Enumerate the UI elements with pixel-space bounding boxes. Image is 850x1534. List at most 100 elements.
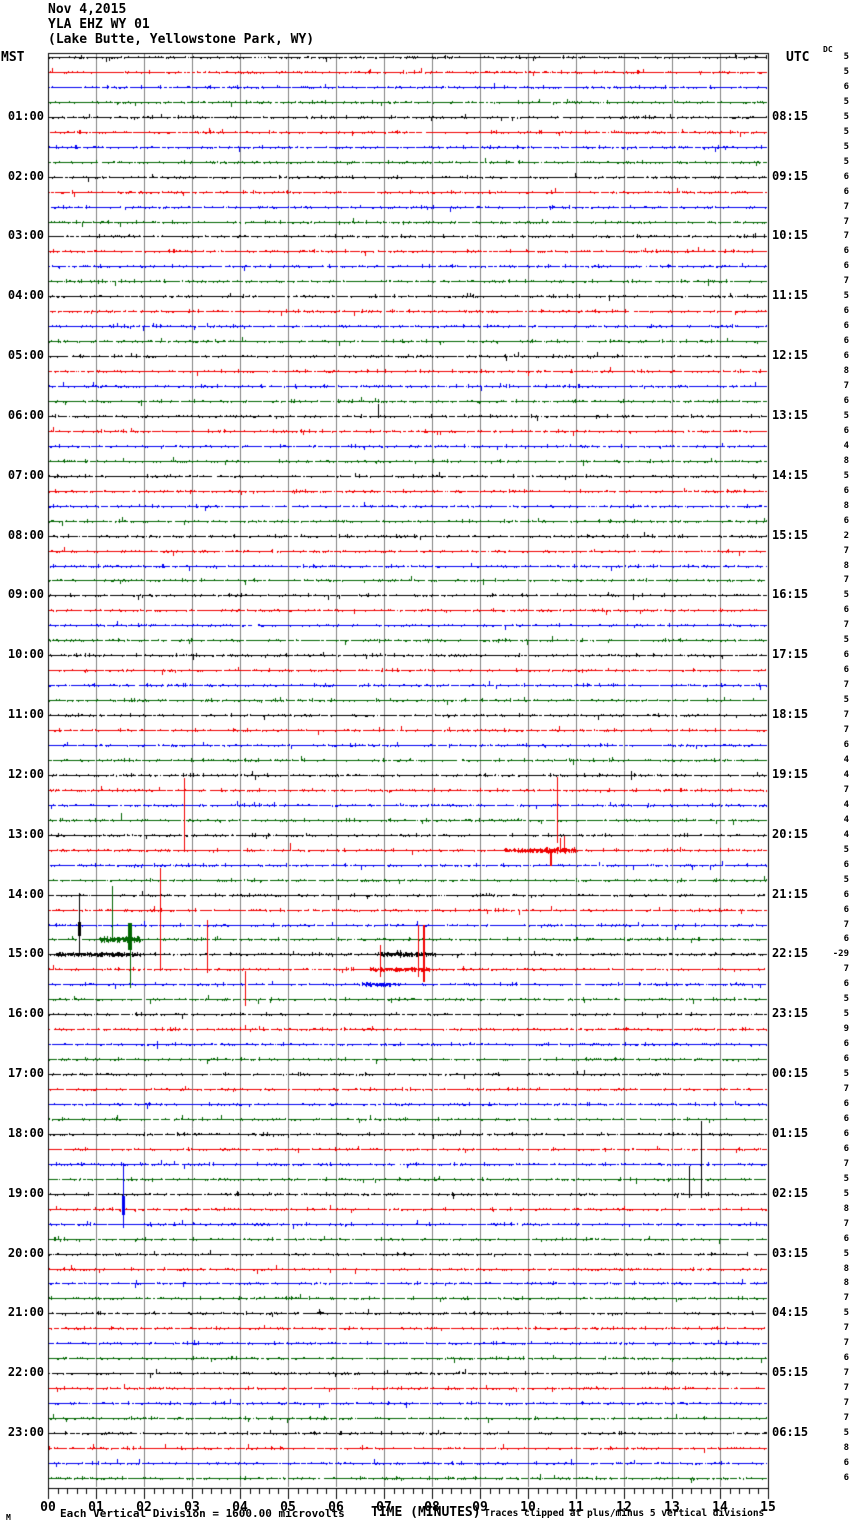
dc-offset-value: 6	[843, 1114, 849, 1124]
dc-offset-value: 6	[843, 336, 849, 346]
dc-offset-value: 4	[843, 755, 849, 765]
dc-offset-value: 6	[843, 351, 849, 361]
right-time-label: 15:15	[772, 528, 809, 542]
left-time-label: 04:00	[7, 288, 44, 302]
dc-offset-value: 4	[843, 800, 849, 810]
dc-offset-value: 7	[843, 785, 849, 795]
left-time-label: 13:00	[7, 827, 44, 841]
dc-offset-value: 5	[843, 1308, 849, 1318]
dc-offset-value: 8	[843, 561, 849, 571]
dc-offset-value: 6	[843, 261, 849, 271]
dc-offset-value: 4	[843, 815, 849, 825]
dc-offset-value: 8	[843, 456, 849, 466]
clipping-note: Traces clipped at plus/minus 5 vertical …	[484, 1508, 765, 1519]
dc-offset-value: 6	[843, 905, 849, 915]
dc-offset-value: 5	[843, 142, 849, 152]
dc-offset-value: 2	[843, 531, 849, 541]
dc-column-header: DC	[823, 45, 833, 54]
dc-offset-value: 8	[843, 1443, 849, 1453]
dc-offset-value: 6	[843, 740, 849, 750]
left-time-label: 19:00	[7, 1186, 44, 1200]
dc-offset-value: 7	[843, 1338, 849, 1348]
x-tick-label: 00	[40, 1500, 56, 1515]
dc-offset-value: 5	[843, 1249, 849, 1259]
x-tick-label: 06	[328, 1500, 344, 1515]
right-time-label: 20:15	[772, 827, 809, 841]
right-time-label: 00:15	[772, 1066, 809, 1080]
left-time-label: 23:00	[7, 1425, 44, 1439]
right-time-label: 12:15	[772, 348, 809, 362]
dc-offset-value: 5	[843, 1009, 849, 1019]
left-time-label: 22:00	[7, 1365, 44, 1379]
dc-offset-value: 8	[843, 1264, 849, 1274]
right-axis-title: UTC	[786, 50, 810, 65]
right-time-label: 18:15	[772, 707, 809, 721]
left-time-label: 10:00	[7, 647, 44, 661]
right-time-label: 19:15	[772, 767, 809, 781]
x-tick-label: 10	[520, 1500, 536, 1515]
dc-offset-value: 6	[843, 650, 849, 660]
dc-offset-value: 6	[843, 396, 849, 406]
dc-offset-value: 7	[843, 217, 849, 227]
left-time-label: 05:00	[7, 348, 44, 362]
dc-offset-value: 7	[843, 1368, 849, 1378]
dc-offset-value: 6	[843, 172, 849, 182]
left-time-label: 15:00	[7, 946, 44, 960]
left-time-label: 02:00	[7, 169, 44, 183]
scale-note: Each Vertical Division = 1600.00 microvo…	[60, 1507, 345, 1520]
dc-offset-value: 5	[843, 994, 849, 1004]
dc-offset-value: 7	[843, 710, 849, 720]
left-time-label: 07:00	[7, 468, 44, 482]
dc-offset-value: 7	[843, 1084, 849, 1094]
right-time-label: 14:15	[772, 468, 809, 482]
left-time-label: 16:00	[7, 1006, 44, 1020]
dc-offset-value: 5	[843, 97, 849, 107]
dc-offset-value: 5	[843, 471, 849, 481]
left-time-label: 12:00	[7, 767, 44, 781]
x-tick-label: 04	[232, 1500, 248, 1515]
dc-offset-value: 7	[843, 1293, 849, 1303]
dc-offset-value: 7	[843, 546, 849, 556]
dc-offset-value: 8	[843, 1278, 849, 1288]
dc-offset-value: 6	[843, 306, 849, 316]
right-time-label: 23:15	[772, 1006, 809, 1020]
dc-offset-value: 6	[843, 1129, 849, 1139]
dc-offset-value: 8	[843, 1204, 849, 1214]
dc-offset-value: 6	[843, 890, 849, 900]
dc-offset-value: 7	[843, 680, 849, 690]
right-time-label: 13:15	[772, 408, 809, 422]
left-time-label: 03:00	[7, 228, 44, 242]
right-time-label: 22:15	[772, 946, 809, 960]
dc-offset-value: 6	[843, 187, 849, 197]
x-tick-label: 07	[376, 1500, 392, 1515]
dc-offset-value: 5	[843, 875, 849, 885]
x-tick-label: 05	[280, 1500, 296, 1515]
dc-offset-value: 5	[843, 411, 849, 421]
dc-offset-value: 7	[843, 231, 849, 241]
dc-offset-value: 7	[843, 725, 849, 735]
dc-offset-value: 6	[843, 1353, 849, 1363]
dc-offset-value: 5	[843, 1189, 849, 1199]
left-time-label: 17:00	[7, 1066, 44, 1080]
right-time-label: 08:15	[772, 109, 809, 123]
left-time-label: 14:00	[7, 887, 44, 901]
dc-offset-value: 6	[843, 934, 849, 944]
dc-offset-value: 8	[843, 501, 849, 511]
dc-offset-value: 7	[843, 381, 849, 391]
left-time-label: 21:00	[7, 1305, 44, 1319]
right-time-label: 09:15	[772, 169, 809, 183]
dc-offset-value: 5	[843, 67, 849, 77]
dc-offset-value: 7	[843, 620, 849, 630]
dc-offset-value: 6	[843, 321, 849, 331]
dc-offset-value: 6	[843, 1054, 849, 1064]
dc-offset-value: 6	[843, 1039, 849, 1049]
x-tick-label: 13	[664, 1500, 680, 1515]
dc-offset-value: 6	[843, 516, 849, 526]
dc-offset-value: 6	[843, 1234, 849, 1244]
dc-offset-value: 7	[843, 920, 849, 930]
dc-offset-value: 9	[843, 1024, 849, 1034]
right-time-label: 16:15	[772, 587, 809, 601]
x-tick-label: 11	[568, 1500, 584, 1515]
